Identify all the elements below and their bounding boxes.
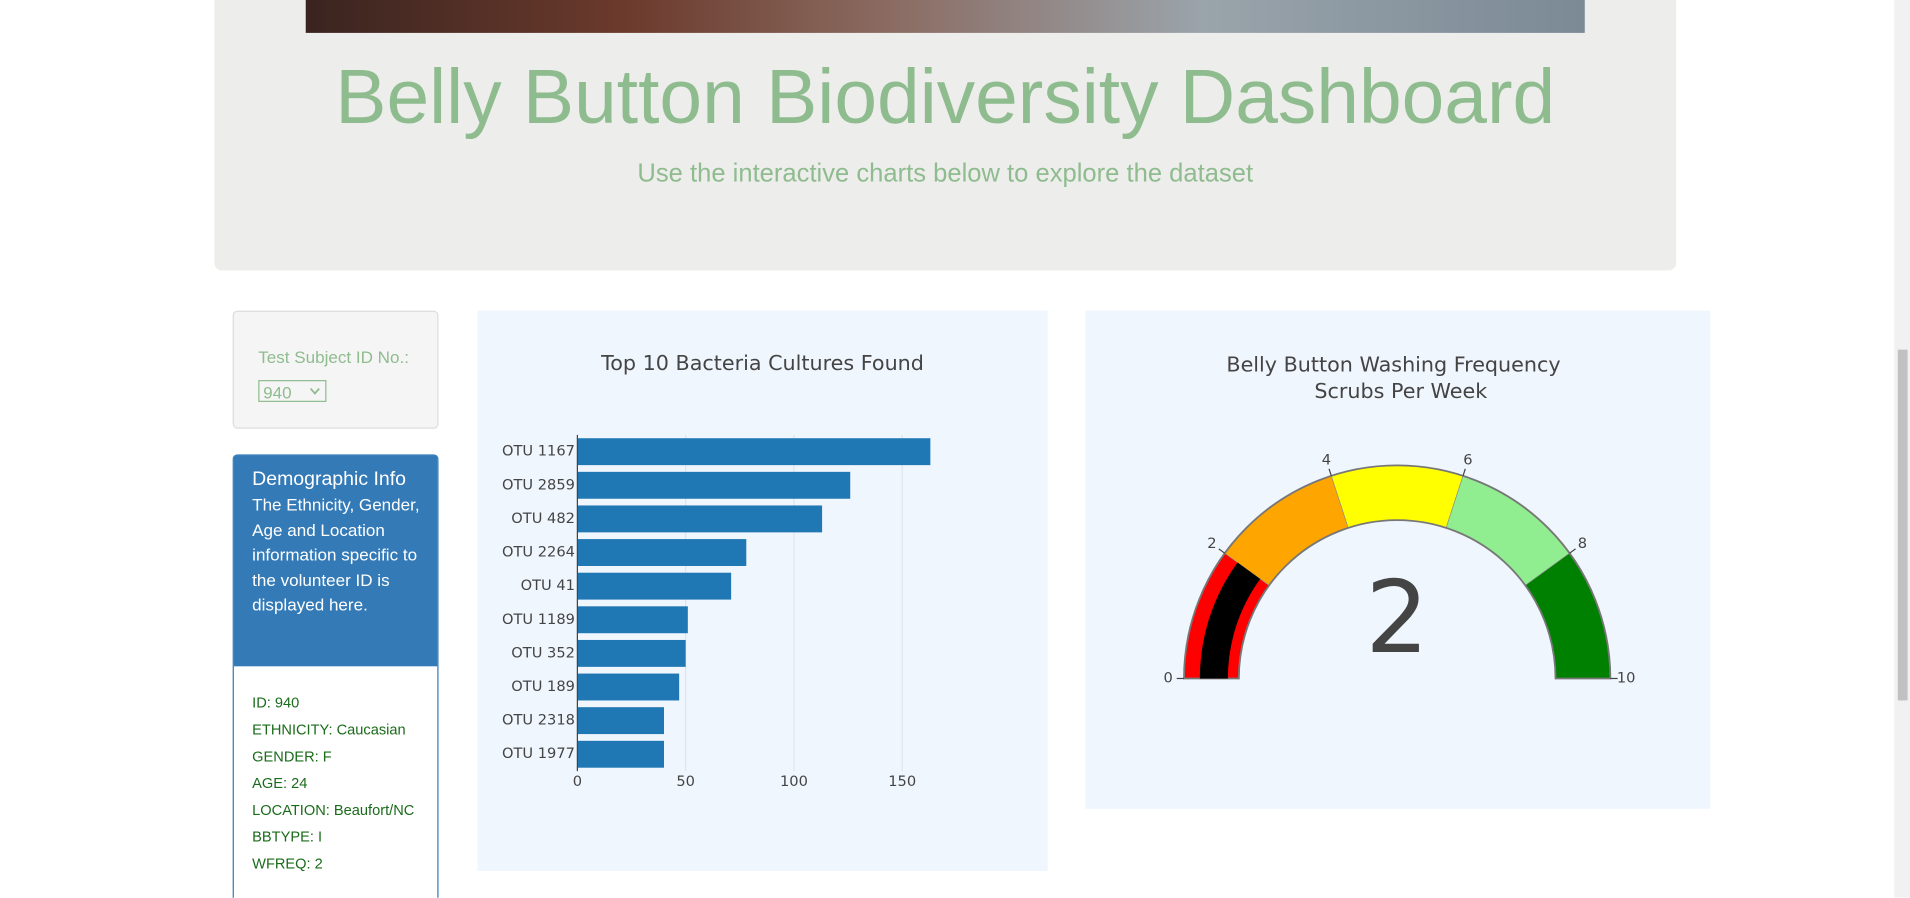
demographic-item: GENDER: F bbox=[252, 747, 332, 765]
chart-title: Top 10 Bacteria Cultures Found bbox=[600, 351, 924, 375]
gauge-outline bbox=[1183, 464, 1612, 680]
chart-title: Belly Button Washing Frequency bbox=[1226, 352, 1560, 376]
demographic-item: ID: 940 bbox=[252, 694, 300, 712]
gauge-tick bbox=[1218, 548, 1226, 554]
scrollbar-thumb[interactable] bbox=[1897, 349, 1908, 701]
demographic-item: BBTYPE: I bbox=[252, 828, 323, 846]
y-tick-label: OTU 2264 bbox=[502, 544, 575, 561]
bar bbox=[577, 505, 823, 533]
gauge-chart: Belly Button Washing Frequency Scrubs Per… bbox=[1164, 352, 1636, 686]
y-tick-label: OTU 352 bbox=[511, 644, 575, 661]
y-tick-label: OTU 482 bbox=[511, 510, 575, 527]
y-tick-label: OTU 41 bbox=[521, 577, 575, 594]
bar bbox=[577, 539, 747, 566]
y-tick-label: OTU 1167 bbox=[502, 443, 575, 460]
y-tick-label: OTU 2859 bbox=[502, 476, 575, 493]
y-tick-label: OTU 189 bbox=[511, 678, 575, 695]
gauge-tick bbox=[1328, 468, 1332, 476]
chart-subtitle: Scrubs Per Week bbox=[1314, 379, 1487, 403]
demographic-panel: Demographic Info The Ethnicity, Gender, … bbox=[232, 454, 439, 898]
demographic-item: ETHNICITY: Caucasian bbox=[252, 721, 406, 739]
gauge-step bbox=[1330, 465, 1464, 529]
panel-title: Demographic Info bbox=[252, 468, 406, 490]
bar bbox=[577, 471, 851, 499]
bar bbox=[577, 606, 688, 634]
gauge-value: 2 bbox=[1365, 559, 1429, 676]
x-tick-label: 100 bbox=[780, 773, 808, 790]
bar bbox=[577, 673, 680, 701]
gauge-bar bbox=[1199, 562, 1261, 679]
demographic-item: WFREQ: 2 bbox=[252, 855, 323, 873]
header-image bbox=[305, 0, 1585, 33]
demographic-list: ID: 940 ETHNICITY: Caucasian GENDER: F AGE:… bbox=[252, 694, 429, 884]
gauge-tick bbox=[1569, 548, 1576, 554]
bar bbox=[577, 572, 732, 600]
x-tick-label: 150 bbox=[888, 773, 916, 790]
panel-heading: Demographic Info The Ethnicity, Gender, … bbox=[233, 455, 438, 667]
y-tick-label: OTU 1189 bbox=[502, 611, 575, 628]
gauge-tick-label: 4 bbox=[1322, 452, 1331, 469]
bar bbox=[577, 707, 665, 735]
bar-chart-panel: Top 10 Bacteria Cultures Found 0 50 100 150 O… bbox=[477, 310, 1048, 871]
gauge-panel: Belly Button Washing Frequency Scrubs Per… bbox=[1085, 310, 1711, 809]
x-tick-label: 0 bbox=[573, 773, 582, 790]
panel-description: The Ethnicity, Gender, Age and Location … bbox=[252, 494, 420, 614]
gauge-tick-label: 8 bbox=[1578, 535, 1587, 552]
jumbotron bbox=[214, 0, 1677, 271]
bar bbox=[577, 740, 665, 768]
page-title: Belly Button Biodiversity Dashboard bbox=[335, 54, 1556, 141]
gauge-tick-label: 6 bbox=[1463, 452, 1472, 469]
gauge-tick-label: 0 bbox=[1164, 669, 1173, 686]
y-tick-label: OTU 2318 bbox=[502, 712, 575, 729]
select-value: 940 bbox=[263, 382, 292, 402]
subject-select[interactable]: 940 bbox=[258, 380, 327, 402]
selector-label: Test Subject ID No.: bbox=[258, 347, 409, 367]
gauge-tick-label: 2 bbox=[1207, 535, 1216, 552]
select-arrow bbox=[309, 387, 320, 395]
demographic-item: LOCATION: Beaufort/NC bbox=[252, 801, 415, 819]
selector-panel: Test Subject ID No.: 940 bbox=[232, 310, 439, 429]
gauge-tick-label: 10 bbox=[1617, 669, 1636, 686]
bar-chart: Top 10 Bacteria Cultures Found 0 50 100 150 O… bbox=[502, 351, 931, 790]
demographic-item: AGE: 24 bbox=[252, 774, 308, 792]
gauge-tick bbox=[1462, 468, 1466, 476]
bar bbox=[577, 438, 931, 466]
x-tick-label: 50 bbox=[676, 773, 695, 790]
page-subtitle: Use the interactive charts below to expl… bbox=[637, 159, 1254, 188]
bar bbox=[577, 639, 686, 667]
y-tick-label: OTU 1977 bbox=[502, 745, 575, 762]
